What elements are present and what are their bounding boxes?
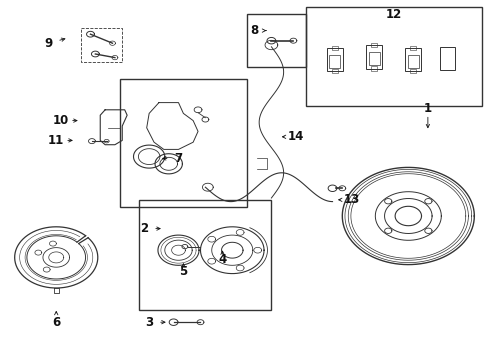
Text: 2: 2 xyxy=(140,222,148,235)
Bar xyxy=(409,46,415,50)
Bar xyxy=(439,46,454,70)
Text: 8: 8 xyxy=(250,24,258,37)
Text: 12: 12 xyxy=(385,8,401,21)
Bar xyxy=(81,28,122,62)
Text: 4: 4 xyxy=(218,253,226,266)
Bar xyxy=(120,79,246,207)
Bar xyxy=(407,55,418,68)
Text: 11: 11 xyxy=(48,134,64,147)
Text: 6: 6 xyxy=(52,316,60,329)
Text: 14: 14 xyxy=(287,130,304,143)
Bar xyxy=(139,200,271,310)
Bar xyxy=(331,46,337,50)
Bar xyxy=(305,7,481,106)
Bar xyxy=(370,66,376,71)
Bar xyxy=(366,45,381,68)
Text: 10: 10 xyxy=(53,114,69,127)
Text: 7: 7 xyxy=(174,152,182,165)
Bar xyxy=(370,43,376,47)
Text: 13: 13 xyxy=(343,193,360,206)
Bar xyxy=(329,55,340,68)
Bar xyxy=(331,69,337,73)
Bar xyxy=(405,48,420,71)
Text: 9: 9 xyxy=(45,37,53,50)
Bar xyxy=(409,69,415,73)
Bar xyxy=(326,48,342,71)
Text: 5: 5 xyxy=(179,265,187,278)
Bar xyxy=(246,14,305,67)
Text: 3: 3 xyxy=(145,316,153,329)
Bar xyxy=(368,52,379,65)
Text: 1: 1 xyxy=(423,102,431,114)
